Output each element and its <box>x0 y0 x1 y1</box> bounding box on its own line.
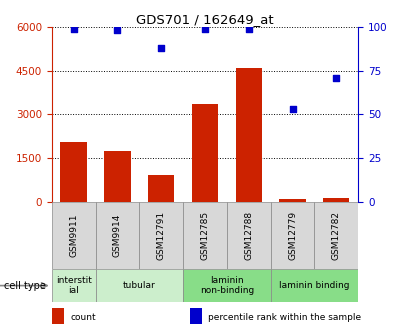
Point <box>70 26 77 31</box>
Point <box>246 26 252 31</box>
Point <box>289 106 296 112</box>
Text: GSM12782: GSM12782 <box>332 211 341 260</box>
Bar <box>192 104 218 202</box>
Bar <box>323 198 349 202</box>
Text: GSM9914: GSM9914 <box>113 213 122 257</box>
Title: GDS701 / 162649_at: GDS701 / 162649_at <box>136 13 274 26</box>
Bar <box>52 269 96 302</box>
Text: laminin
non-binding: laminin non-binding <box>200 276 254 295</box>
Text: percentile rank within the sample: percentile rank within the sample <box>208 313 361 322</box>
Bar <box>271 202 314 269</box>
Text: laminin binding: laminin binding <box>279 281 350 290</box>
Bar <box>314 202 358 269</box>
Bar <box>96 269 183 302</box>
Text: GSM12788: GSM12788 <box>244 211 253 260</box>
Text: GSM12785: GSM12785 <box>201 211 209 260</box>
Bar <box>96 202 139 269</box>
Bar <box>236 68 262 202</box>
Bar <box>60 142 87 202</box>
Bar <box>183 202 227 269</box>
Bar <box>271 269 358 302</box>
Bar <box>279 199 306 202</box>
Point <box>202 26 208 31</box>
Bar <box>52 202 96 269</box>
Text: GSM12791: GSM12791 <box>157 211 166 260</box>
Text: interstit
ial: interstit ial <box>56 276 92 295</box>
Bar <box>148 175 174 202</box>
Text: GSM9911: GSM9911 <box>69 213 78 257</box>
Bar <box>189 308 202 324</box>
Point <box>158 45 164 50</box>
Text: GSM12779: GSM12779 <box>288 211 297 260</box>
Text: cell type: cell type <box>4 281 46 291</box>
Text: count: count <box>70 313 96 322</box>
Bar <box>139 202 183 269</box>
Point <box>114 28 121 33</box>
Bar <box>183 269 271 302</box>
Bar <box>104 151 131 202</box>
Point <box>333 75 339 80</box>
Bar <box>52 308 64 324</box>
Bar <box>227 202 271 269</box>
Text: tubular: tubular <box>123 281 156 290</box>
